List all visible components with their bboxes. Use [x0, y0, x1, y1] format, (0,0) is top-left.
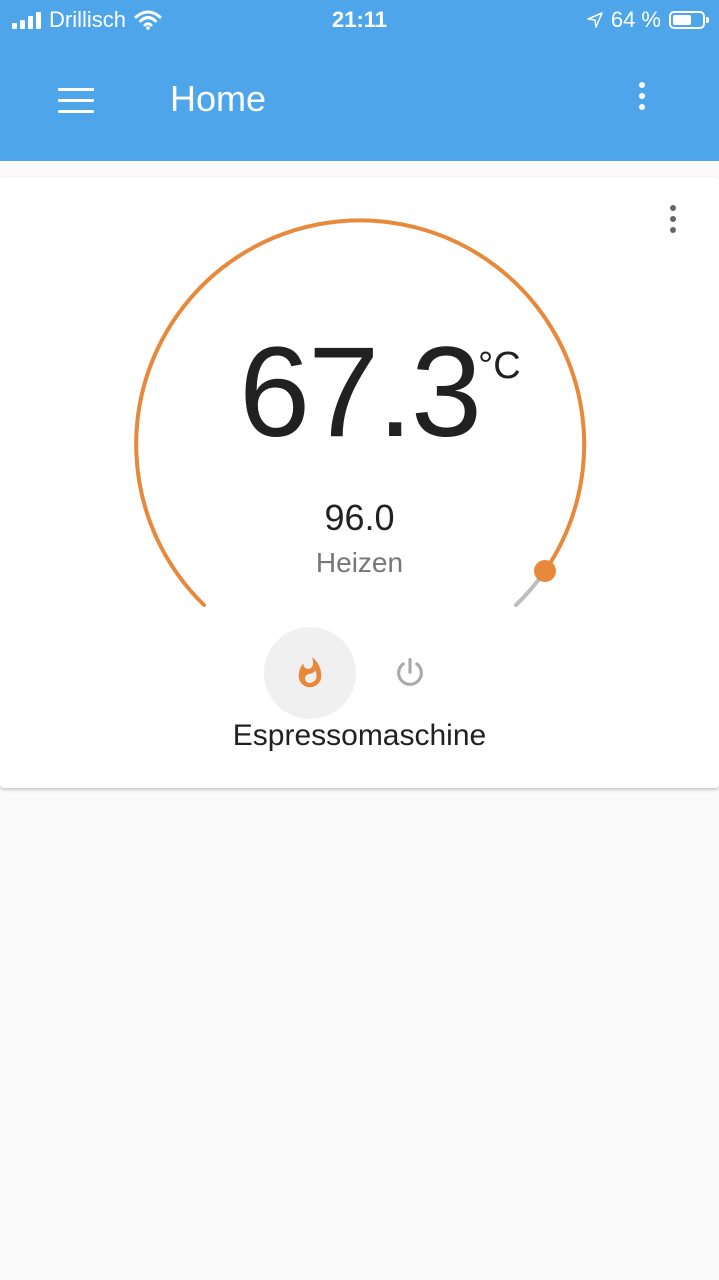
hamburger-menu-icon[interactable]	[58, 88, 94, 114]
clock: 21:11	[331, 7, 388, 32]
app-header: Drillisch 21:11 64 % Home	[0, 0, 719, 161]
dial-handle[interactable]	[534, 560, 556, 582]
device-name: Espressomaschine	[232, 719, 487, 752]
fire-icon	[298, 656, 322, 688]
carrier-group: Drillisch	[12, 7, 162, 33]
power-icon	[397, 657, 423, 686]
signal-icon	[12, 11, 41, 29]
battery-fill	[673, 15, 691, 25]
app-bar: Home	[0, 60, 719, 140]
target-temperature: 96.0	[324, 497, 395, 538]
dial-arc-active	[134, 218, 587, 607]
current-temperature: 67.3	[238, 321, 482, 464]
battery-percentage: 64 %	[610, 7, 661, 32]
wifi-icon	[134, 10, 162, 30]
heat-mode-button[interactable]	[264, 627, 356, 719]
off-mode-button[interactable]	[386, 649, 434, 697]
carrier-name: Drillisch	[49, 7, 126, 32]
more-vertical-icon[interactable]	[628, 82, 656, 118]
temperature-dial[interactable]	[0, 177, 719, 788]
location-arrow-icon	[587, 12, 603, 28]
page-title: Home	[170, 78, 267, 119]
hvac-action: Heizen	[315, 547, 404, 578]
temperature-unit: °C	[478, 345, 521, 387]
card-more-vertical-icon[interactable]	[660, 205, 686, 241]
thermostat-card: 67.3 °C 96.0 Heizen Espressomaschine	[0, 177, 719, 788]
battery-icon	[669, 11, 709, 29]
status-right: 64 %	[587, 7, 709, 33]
status-bar: Drillisch 21:11 64 %	[0, 0, 719, 40]
